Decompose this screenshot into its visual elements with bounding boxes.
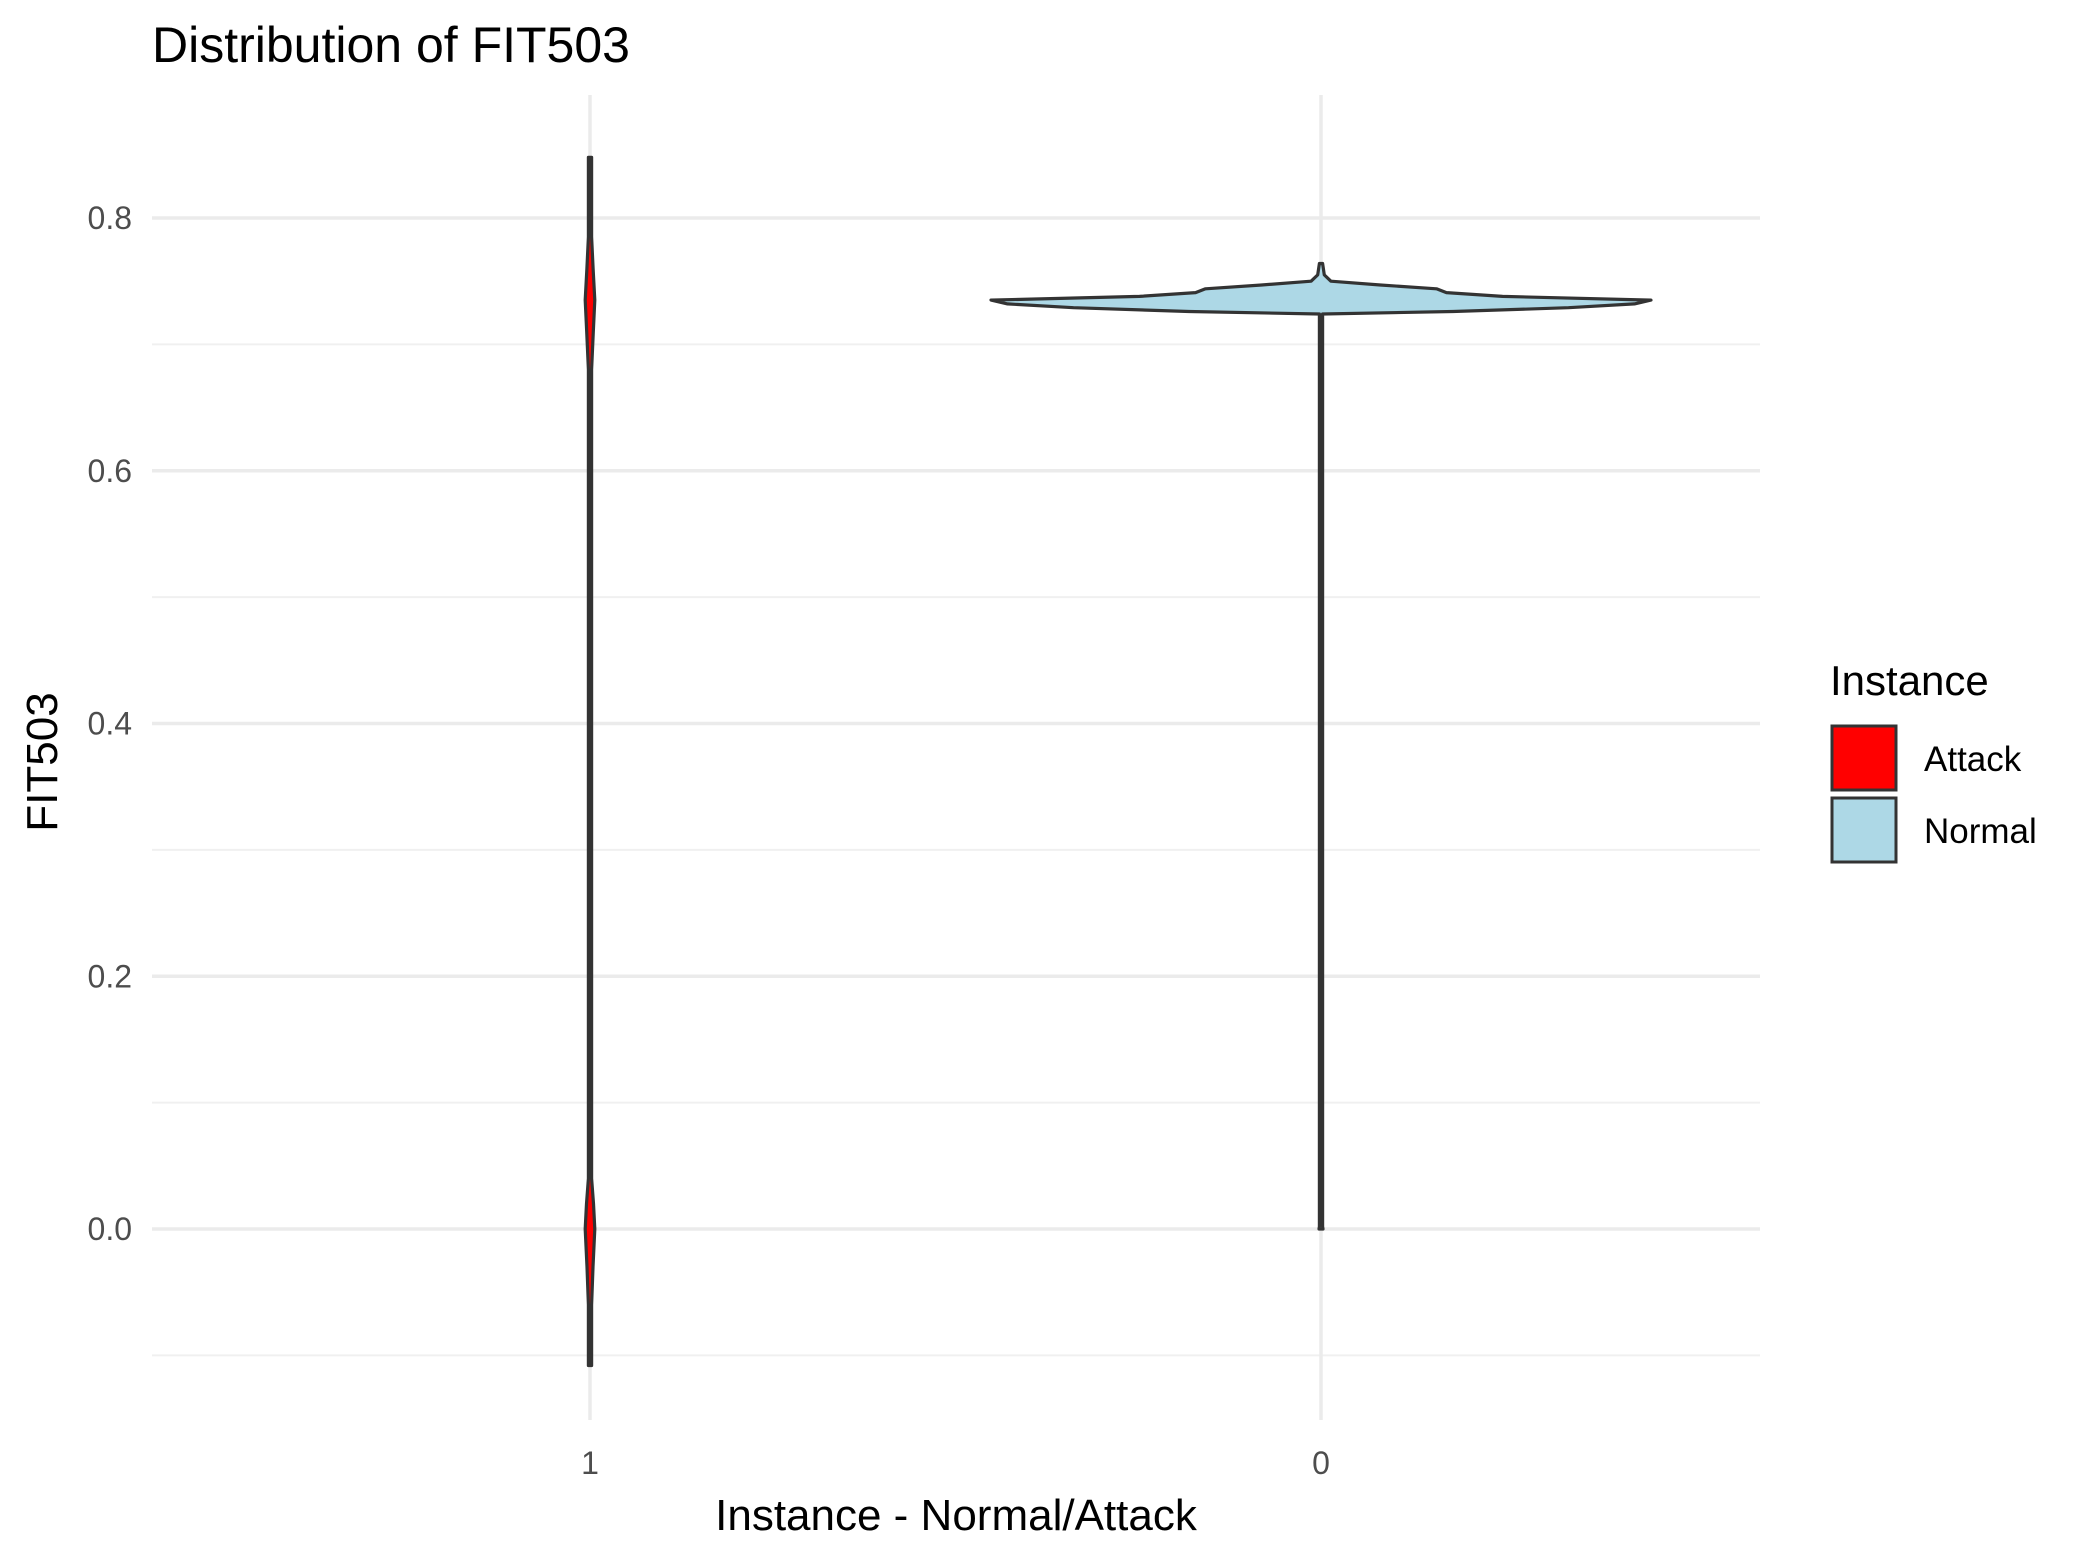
x-tick-label: 1 — [581, 1445, 599, 1481]
gridlines — [152, 95, 1760, 1420]
violin-normal — [989, 261, 1653, 1231]
legend-title: Instance — [1830, 657, 1989, 704]
legend-label-attack: Attack — [1924, 740, 2022, 779]
y-tick-label: 0.8 — [88, 200, 132, 236]
legend: Instance Attack Normal — [1830, 657, 2037, 864]
violins — [583, 155, 1653, 1368]
y-tick-label: 0.4 — [88, 706, 132, 742]
legend-key-attack — [1830, 724, 1898, 792]
x-tick-label: 0 — [1312, 1445, 1330, 1481]
chart-title: Distribution of FIT503 — [152, 17, 630, 73]
axes: 0.0 0.2 0.4 0.6 0.8 1 0 — [88, 200, 1330, 1481]
y-tick-label: 0.0 — [88, 1211, 132, 1247]
legend-key-normal — [1830, 796, 1898, 864]
x-axis-title: Instance - Normal/Attack — [715, 1491, 1198, 1540]
violin-attack — [583, 155, 597, 1368]
y-tick-label: 0.2 — [88, 958, 132, 994]
legend-label-normal: Normal — [1924, 812, 2037, 851]
y-tick-label: 0.6 — [88, 453, 132, 489]
y-axis-title: FIT503 — [18, 692, 67, 831]
